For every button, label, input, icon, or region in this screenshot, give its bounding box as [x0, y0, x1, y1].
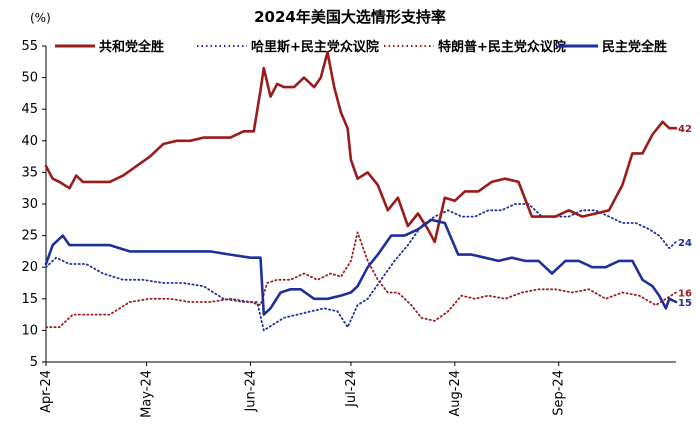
series-republican-sweep [44, 50, 678, 244]
y-unit-label: (%) [30, 11, 51, 25]
y-tick-label: 45 [21, 102, 38, 117]
chart-title: 2024年美国大选情形支持率 [254, 8, 446, 26]
end-label-trump: 16 [678, 288, 692, 299]
y-tick-label: 35 [21, 165, 38, 180]
x-tick-label: Apr-24 [39, 370, 54, 413]
legend-label-democrat: 民主党全胜 [602, 39, 667, 55]
y-tick-label: 55 [21, 39, 38, 54]
y-tick-label: 10 [21, 323, 38, 338]
end-label-harris: 24 [678, 238, 692, 249]
y-tick-label: 20 [21, 260, 38, 275]
legend-label-trump: 特朗普+民主党众议院 [438, 39, 566, 55]
axes: 5 10 15 20 25 30 35 40 45 50 55 Apr-24 May-24 Jun-24 J… [21, 39, 676, 418]
legend-label-republican: 共和党全胜 [99, 39, 164, 55]
end-label-democrat: 15 [678, 298, 692, 309]
y-tick-label: 25 [21, 229, 38, 244]
end-label-republican: 42 [678, 124, 692, 135]
x-tick-label: Sep-24 [552, 370, 567, 416]
series-harris-dem-house [45, 203, 677, 332]
x-tick-label: Aug-24 [448, 370, 463, 417]
series-democrat-sweep [44, 218, 678, 316]
x-tick-label: Jun-24 [243, 370, 258, 413]
y-tick-label: 50 [21, 71, 38, 86]
y-tick-label: 5 [30, 355, 38, 370]
y-tick-label: 30 [21, 197, 38, 212]
y-tick-label: 15 [21, 292, 38, 307]
x-tick-label: Jul-24 [344, 370, 359, 408]
x-tick-label: May-24 [140, 370, 155, 418]
series-layer [44, 50, 678, 332]
legend: 共和党全胜 哈里斯+民主党众议院 特朗普+民主党众议院 民主党全胜 [55, 39, 667, 55]
series-trump-dem-house [45, 231, 677, 329]
y-tick-label: 40 [21, 134, 38, 149]
legend-label-harris: 哈里斯+民主党众议院 [251, 39, 379, 55]
